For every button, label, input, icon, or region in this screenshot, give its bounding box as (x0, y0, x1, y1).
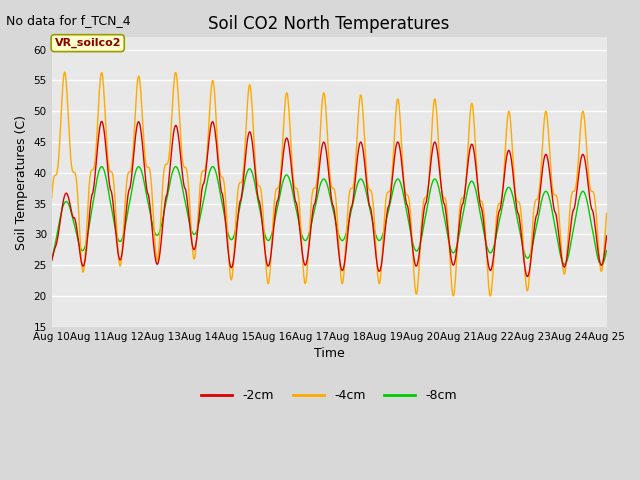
Text: No data for f_TCN_4: No data for f_TCN_4 (6, 14, 131, 27)
Text: VR_soilco2: VR_soilco2 (54, 38, 121, 48)
Y-axis label: Soil Temperatures (C): Soil Temperatures (C) (15, 115, 28, 250)
X-axis label: Time: Time (314, 347, 344, 360)
Legend: -2cm, -4cm, -8cm: -2cm, -4cm, -8cm (196, 384, 462, 408)
Title: Soil CO2 North Temperatures: Soil CO2 North Temperatures (209, 15, 450, 33)
